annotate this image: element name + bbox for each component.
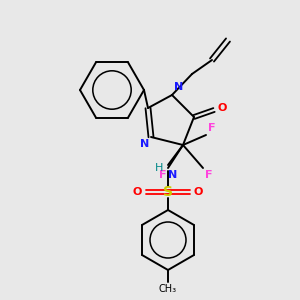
Text: CH₃: CH₃ (159, 284, 177, 294)
Text: F: F (205, 170, 212, 180)
Text: N: N (168, 170, 177, 180)
Text: O: O (133, 187, 142, 197)
Text: O: O (194, 187, 203, 197)
Text: N: N (174, 82, 183, 92)
Text: H: H (154, 163, 163, 173)
Text: O: O (217, 103, 226, 113)
Text: S: S (163, 185, 173, 199)
Text: N: N (140, 139, 149, 149)
Text: F: F (208, 123, 215, 133)
Text: F: F (158, 170, 166, 180)
